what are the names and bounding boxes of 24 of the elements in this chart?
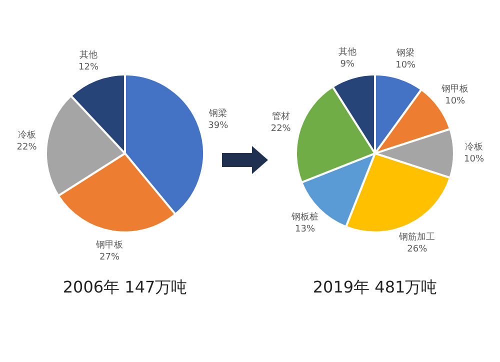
data-label: 22% — [16, 142, 38, 152]
data-label: 9% — [340, 60, 355, 70]
text: 2006年 147万吨 — [62, 278, 188, 297]
data-label: 13% — [294, 224, 316, 235]
data-label: 22% — [270, 124, 292, 134]
data-label: 10% — [464, 154, 484, 165]
slice-label: 钢筋加工 — [398, 231, 436, 242]
slice-label: 钢甲板 — [440, 84, 469, 95]
slice-label: 钢梁 — [396, 48, 415, 59]
slice-label: 钢板桩 — [290, 212, 318, 223]
data-label: 12% — [78, 62, 99, 73]
slice-label: 钢梁 — [208, 108, 228, 120]
slice-label: 其他 — [338, 46, 356, 58]
slice-label: 管材 — [272, 111, 290, 122]
data-label: 10% — [396, 60, 416, 71]
data-label: 27% — [100, 252, 120, 263]
text: 2019年 481万吨 — [312, 278, 438, 297]
slice-label: 冷板 — [18, 129, 36, 140]
data-label: 10% — [445, 96, 466, 107]
slice-label: 钢甲板 — [95, 240, 124, 251]
data-label: 26% — [407, 244, 428, 254]
slice-label: 冷板 — [465, 142, 483, 153]
data-label: 39% — [208, 121, 229, 132]
slice-label: 其他 — [80, 50, 98, 61]
